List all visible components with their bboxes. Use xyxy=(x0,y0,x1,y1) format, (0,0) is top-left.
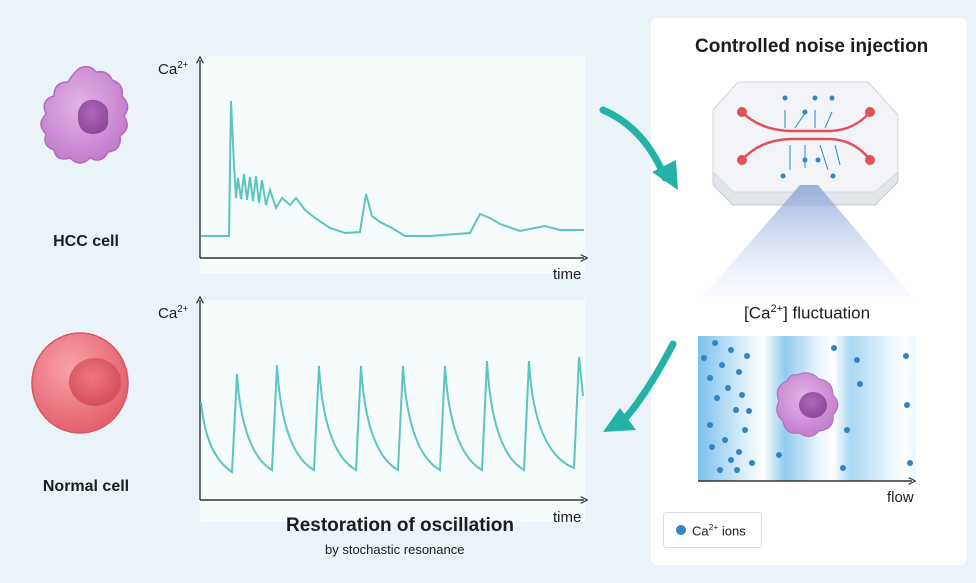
legend-base: Ca xyxy=(692,523,709,539)
caption-title: Restoration of oscillation xyxy=(286,515,515,536)
bottom-plot-xlabel: time xyxy=(553,509,582,526)
top-ylabel-sup: 2+ xyxy=(177,60,189,71)
bottom-ylabel-sup: 2+ xyxy=(177,304,189,315)
top-plot-ylabel: Ca2+ xyxy=(158,60,188,78)
legend-post: ions xyxy=(718,523,746,539)
arrow-to-chip xyxy=(599,106,678,190)
top-plot-axes xyxy=(200,60,584,258)
bottom-plot-axes xyxy=(200,300,584,500)
legend-label: Ca2+ ions xyxy=(692,522,746,538)
bottom-ylabel-base: Ca xyxy=(158,305,178,322)
bottom-plot-ylabel: Ca2+ xyxy=(158,304,188,322)
caption-subtitle: by stochastic resonance xyxy=(325,542,465,557)
top-ylabel-base: Ca xyxy=(158,61,178,78)
fluct-post: ] fluctuation xyxy=(783,303,871,323)
panel-title: Controlled noise injection xyxy=(695,36,929,57)
bottom-plot-background xyxy=(200,300,585,522)
flow-chamber-cell xyxy=(776,372,839,437)
top-plot-xlabel: time xyxy=(553,266,582,283)
hcc-cell-label: HCC cell xyxy=(53,233,119,250)
top-plot-background xyxy=(200,56,585,274)
hcc-calcium-trace xyxy=(201,100,584,237)
hcc-cell xyxy=(40,65,129,164)
flow-label: flow xyxy=(887,489,914,506)
arrow-to-plot xyxy=(603,340,677,432)
normal-calcium-trace xyxy=(200,356,584,474)
zoom-beam xyxy=(700,185,915,300)
normal-cell xyxy=(31,332,129,434)
calcium-ion-dots xyxy=(701,340,913,473)
ion-dot-icon xyxy=(676,525,686,535)
normal-cell-label: Normal cell xyxy=(42,478,130,495)
microfluidic-chip xyxy=(712,81,899,206)
fluct-sup: 2+ xyxy=(770,303,784,315)
fluctuation-label: [Ca2+] fluctuation xyxy=(744,303,870,324)
ions-legend: Ca2+ ions xyxy=(663,512,762,548)
legend-sup: 2+ xyxy=(708,522,719,532)
flow-chamber xyxy=(698,336,916,481)
fluct-pre: [Ca xyxy=(744,303,771,323)
